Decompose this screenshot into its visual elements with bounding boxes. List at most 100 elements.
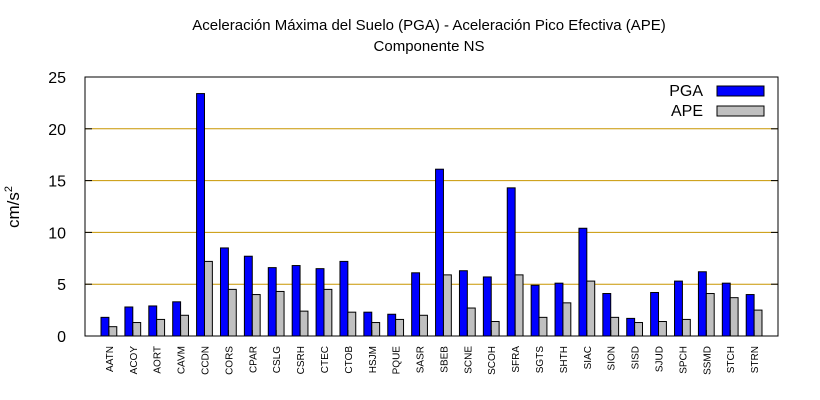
y-axis-label-exponent: 2: [3, 186, 15, 192]
bar-pga: [745, 294, 755, 337]
bar-pga: [363, 311, 373, 337]
x-category-label: CORS: [224, 346, 235, 375]
x-category-label: SGTS: [535, 346, 546, 374]
bar-ape: [610, 316, 620, 337]
x-category-label: CTOB: [344, 346, 355, 374]
gridlines: [85, 128, 778, 285]
x-category-label: CAVM: [177, 346, 188, 374]
bar-ape: [466, 307, 476, 337]
x-category-label: CSLG: [272, 346, 283, 373]
bar-pga: [626, 317, 636, 337]
bar-ape: [658, 320, 667, 337]
bar-ape: [251, 294, 261, 337]
bar-ape: [490, 320, 500, 337]
legend: PGA APE: [669, 83, 765, 120]
bar-ape: [156, 318, 166, 337]
bar-pga: [530, 284, 540, 337]
bar-pga: [387, 313, 397, 337]
x-category-label: CTEC: [320, 346, 331, 373]
x-category-label: SFRA: [511, 346, 522, 373]
y-tick-label: 15: [48, 174, 66, 191]
bar-ape: [562, 302, 572, 337]
bar-ape: [275, 290, 285, 337]
bar-pga: [554, 282, 564, 337]
bar-ape: [729, 297, 739, 337]
bars: [100, 93, 763, 337]
y-tick-label: 5: [57, 277, 66, 294]
x-category-label: SPCH: [678, 346, 689, 374]
bar-ape: [347, 311, 357, 337]
x-category-label: AATN: [105, 346, 116, 372]
bar-ape: [203, 260, 213, 337]
x-category-label: SCNE: [463, 346, 474, 374]
y-axis-label: cm/s2: [3, 186, 23, 228]
bar-ape: [299, 310, 309, 337]
bar-pga: [339, 260, 349, 337]
x-category-label: SSMD: [702, 346, 713, 375]
bar-pga: [578, 227, 588, 337]
x-category-label: SISD: [631, 346, 642, 369]
bar-ape: [586, 280, 596, 337]
y-axis-label-unit: cm/s: [4, 192, 23, 228]
bar-pga: [435, 168, 444, 337]
bar-ape: [227, 288, 237, 337]
x-category-label: SJUD: [655, 346, 666, 372]
bar-ape: [681, 318, 691, 337]
bar-ape: [514, 274, 524, 337]
bar-ape: [419, 314, 428, 337]
x-category-label: AORT: [153, 346, 164, 374]
x-category-label: CCDN: [200, 346, 211, 375]
bar-pga: [196, 93, 205, 337]
bar-pga: [124, 306, 134, 337]
bar-ape: [538, 316, 548, 337]
x-category-label: ACOY: [129, 346, 140, 375]
bar-pga: [458, 270, 468, 337]
x-category-label: STCH: [726, 346, 737, 373]
x-category-label: SCOH: [487, 346, 498, 375]
bar-pga: [650, 291, 660, 337]
x-axis-categories: AATN ACOY AORT CAVM CCDN CORS CPAR CSLG CSRH CTEC…: [105, 346, 761, 375]
bar-ape: [753, 309, 763, 337]
x-category-label: HSJM: [368, 346, 379, 373]
bar-pga: [697, 271, 707, 337]
legend-label-pga: PGA: [669, 83, 703, 100]
chart-subtitle: Componente NS: [374, 38, 485, 55]
bar-ape: [108, 326, 118, 337]
bar-pga: [100, 316, 110, 337]
bar-pga: [148, 305, 158, 337]
x-category-label: SASR: [416, 346, 427, 373]
bar-ape: [634, 322, 644, 337]
y-tick-label: 20: [48, 122, 66, 139]
y-tick-label: 25: [48, 70, 66, 87]
x-category-label: CPAR: [248, 346, 259, 373]
bar-ape: [371, 322, 381, 337]
bar-pga: [219, 247, 229, 337]
y-axis-ticks: 0 5 10 15 20 25: [48, 70, 778, 346]
bar-pga: [172, 301, 182, 337]
bar-ape: [323, 288, 333, 337]
bar-ape: [442, 274, 452, 337]
legend-swatch-ape: [716, 105, 765, 117]
plot-frame: [84, 76, 779, 337]
x-category-label: SHTH: [559, 346, 570, 373]
y-tick-label: 0: [57, 329, 66, 346]
x-category-label: SION: [607, 346, 618, 370]
x-category-label: SIAC: [583, 346, 594, 369]
bar-pga: [291, 265, 301, 337]
bar-ape: [705, 293, 715, 337]
bar-ape: [132, 322, 142, 337]
bar-pga: [411, 272, 421, 337]
bar-pga: [674, 280, 683, 337]
x-category-label: STRN: [750, 346, 761, 373]
bar-pga: [482, 276, 492, 337]
x-category-label: PQUE: [392, 346, 403, 375]
x-category-label: CSRH: [296, 346, 307, 374]
bar-pga: [315, 268, 325, 337]
legend-label-ape: APE: [671, 103, 703, 120]
y-tick-label: 10: [48, 225, 66, 242]
bar-pga: [506, 187, 516, 337]
bar-pga: [602, 293, 612, 337]
legend-swatch-pga: [716, 85, 765, 97]
